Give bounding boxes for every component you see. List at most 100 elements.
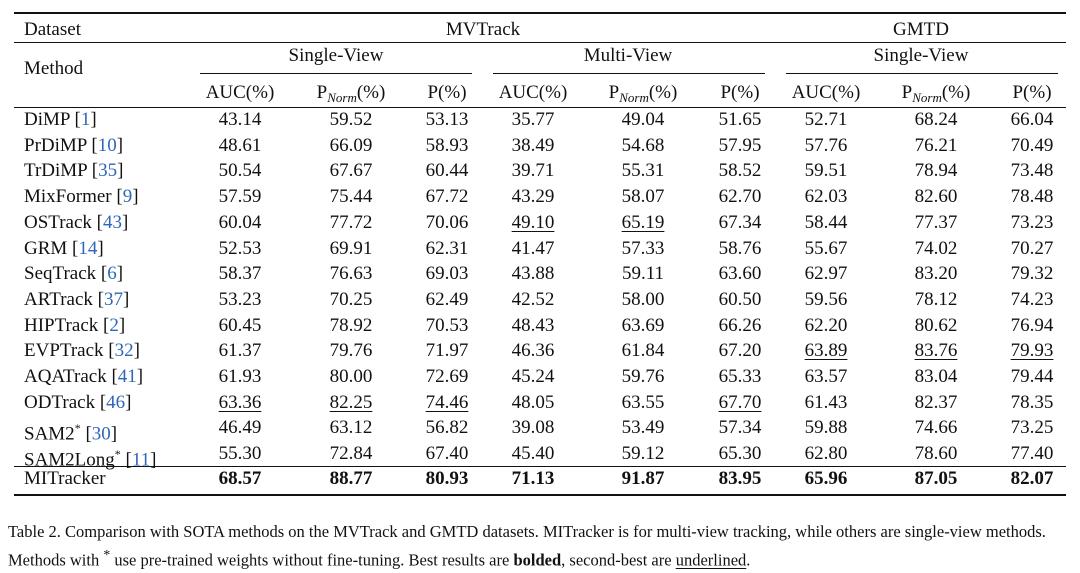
table-cell: 68.57 — [218, 468, 262, 489]
table-cell: 78.60 — [914, 443, 958, 465]
method-label: MITracker — [24, 468, 106, 489]
table-cell: 60.50 — [718, 288, 762, 310]
citation-link[interactable]: 35 — [98, 160, 118, 182]
top-rule — [14, 12, 1066, 14]
method-name: EVPTrack [32] — [24, 340, 140, 362]
method-header: Method — [24, 58, 84, 79]
table-cell: 70.25 — [329, 288, 373, 310]
table-cell: 78.48 — [1010, 186, 1054, 208]
citation-link[interactable]: 30 — [91, 423, 111, 445]
method-superscript: * — [74, 421, 81, 436]
table-cell: 55.67 — [804, 237, 848, 259]
pnorm-main: P — [316, 82, 328, 103]
citation-link[interactable]: 6 — [107, 263, 117, 285]
table-cell: 43.29 — [511, 186, 555, 208]
table-cell: 78.12 — [914, 288, 958, 310]
header-rule — [14, 107, 1066, 108]
table-cell: 54.68 — [621, 134, 665, 156]
method-name: HIPTrack [2] — [24, 314, 126, 336]
table-cell: 73.48 — [1010, 160, 1054, 182]
citation-link[interactable]: 43 — [103, 211, 122, 233]
table-cell: 83.20 — [914, 263, 958, 285]
method-superscript: * — [114, 447, 121, 462]
table-cell: 52.71 — [804, 109, 848, 130]
table-cell: 80.93 — [425, 468, 469, 489]
table-cell: 58.44 — [804, 211, 848, 233]
method-name: OSTrack [43] — [24, 211, 129, 233]
dataset-rule — [14, 42, 1066, 43]
col-header-auc: AUC(%) — [205, 82, 275, 103]
col-header-pnorm: PNorm(%) — [902, 82, 971, 109]
method-label: AQATrack — [24, 366, 107, 387]
subgroup-rule-2 — [493, 73, 765, 74]
table-cell: 60.45 — [218, 314, 262, 336]
table-cell: 62.80 — [804, 443, 848, 465]
table-cell: 66.26 — [718, 314, 762, 336]
citation-link[interactable]: 41 — [117, 366, 137, 387]
group-header-mvtrack: MVTrack — [445, 19, 521, 40]
table-cell: 65.96 — [804, 468, 848, 489]
table-cell: 79.44 — [1010, 366, 1054, 387]
table-cell: 76.63 — [329, 263, 373, 285]
table-cell: 66.04 — [1010, 109, 1054, 130]
table-cell: 62.70 — [718, 186, 762, 208]
pnorm-subscript: Norm — [327, 90, 357, 105]
table-cell: 88.77 — [329, 468, 373, 489]
citation-link[interactable]: 1 — [80, 109, 91, 130]
col-header-pnorm: PNorm(%) — [317, 82, 386, 109]
method-label: ARTrack — [24, 288, 93, 310]
method-label: SAM2 — [24, 423, 75, 445]
pnorm-tail: (%) — [941, 82, 971, 103]
citation-link[interactable]: 10 — [97, 134, 117, 156]
table-cell: 82.60 — [914, 186, 958, 208]
pnorm-subscript: Norm — [619, 90, 649, 105]
citation-link[interactable]: 11 — [131, 449, 151, 471]
table-cell: 67.34 — [718, 211, 762, 233]
citation-link[interactable]: 14 — [78, 237, 98, 259]
table-cell: 74.23 — [1010, 288, 1054, 310]
method-name: PrDiMP [10] — [24, 134, 124, 156]
method-label: ODTrack — [24, 391, 96, 413]
table-cell: 77.40 — [1010, 443, 1054, 465]
caption-star: * — [103, 547, 111, 562]
table-cell: 58.76 — [718, 237, 762, 259]
pnorm-main: P — [901, 82, 913, 103]
subgroup-rule-3 — [786, 73, 1058, 74]
table-caption: Table 2. Comparison with SOTA methods on… — [8, 520, 1076, 572]
table-cell: 60.04 — [218, 211, 262, 233]
citation-link[interactable]: 46 — [106, 391, 126, 413]
table-cell: 42.52 — [511, 288, 555, 310]
table-cell: 63.57 — [804, 366, 848, 387]
table-cell: 53.23 — [218, 288, 262, 310]
group-header-gmtd: GMTD — [893, 19, 949, 40]
caption-comma: , second-best are — [561, 550, 676, 570]
table-cell: 45.40 — [511, 443, 555, 465]
table-cell: 58.07 — [621, 186, 665, 208]
method-label: SAM2Long — [24, 449, 115, 471]
table-cell: 70.49 — [1010, 134, 1054, 156]
subgroup-rule-1 — [200, 73, 472, 74]
table-cell: 78.35 — [1010, 391, 1054, 413]
pnorm-tail: (%) — [356, 82, 386, 103]
table-cell: 61.84 — [621, 340, 665, 362]
table-cell: 62.97 — [804, 263, 848, 285]
method-name: SAM2* [30] — [24, 421, 118, 445]
table-cell: 57.34 — [718, 417, 762, 439]
table-cell: 58.37 — [218, 263, 262, 285]
method-name: SAM2Long* [11] — [24, 447, 157, 471]
table-cell: 74.66 — [914, 417, 958, 439]
citation-link[interactable]: 9 — [122, 186, 133, 208]
method-label: SeqTrack — [24, 263, 97, 285]
pnorm-subscript: Norm — [912, 90, 942, 105]
citation-link[interactable]: 37 — [103, 288, 123, 310]
pnorm-main: P — [608, 82, 620, 103]
citation-link[interactable]: 32 — [114, 340, 134, 362]
col-header-auc: AUC(%) — [498, 82, 568, 103]
table-cell: 76.94 — [1010, 314, 1054, 336]
col-header-auc: AUC(%) — [791, 82, 861, 103]
table-cell: 65.30 — [718, 443, 762, 465]
citation-link[interactable]: 2 — [109, 314, 119, 336]
table-cell: 69.91 — [329, 237, 373, 259]
table-cell: 70.27 — [1010, 237, 1054, 259]
table-cell: 79.93 — [1010, 340, 1054, 362]
